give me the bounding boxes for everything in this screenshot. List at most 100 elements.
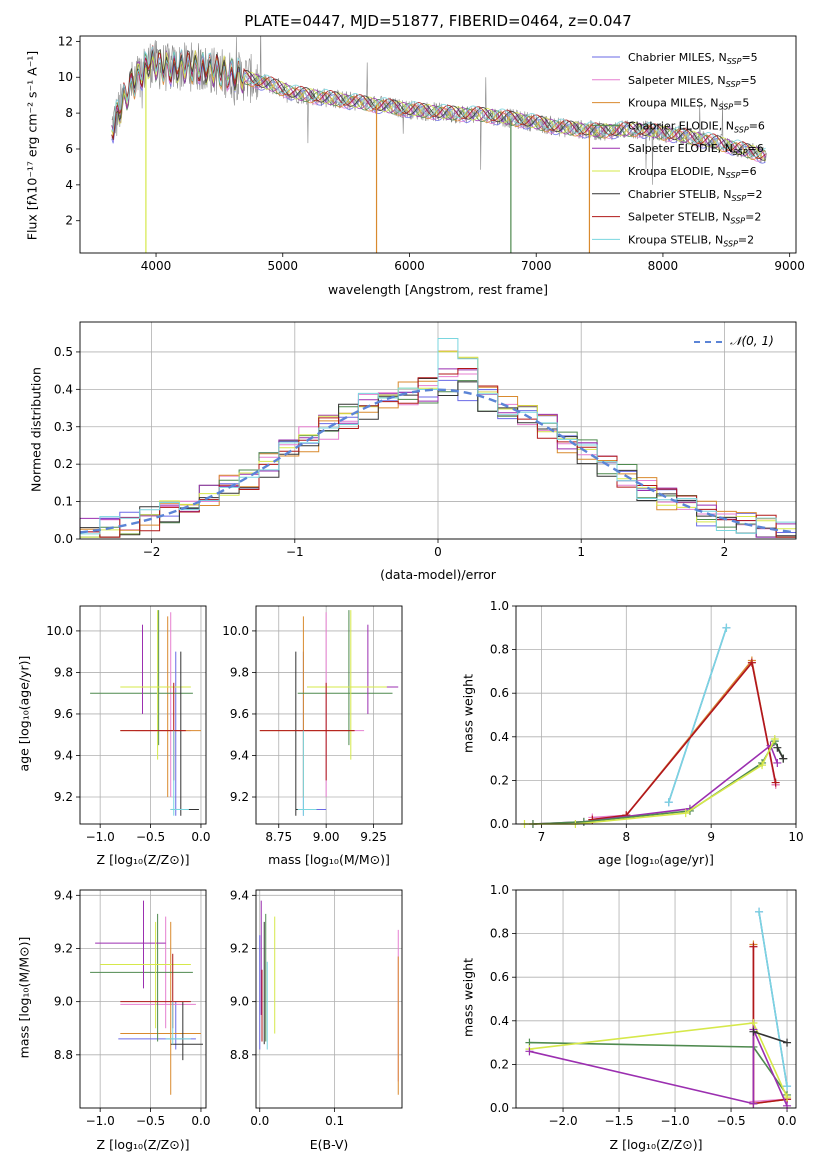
age_vs_mass-y-tick-label: 9.2 <box>230 790 249 804</box>
residuals-y-tick-label: 0.5 <box>54 345 73 359</box>
weight_vs_z-frame <box>515 889 797 1109</box>
mass_vs_ebv-y-tick-label: 9.4 <box>230 888 249 902</box>
weight-point-marker <box>771 778 780 787</box>
age-mass-xlabel: mass [log₁₀(M/M⊙)] <box>268 852 390 867</box>
residuals-x-tick-label: −2 <box>143 545 161 559</box>
spectrum-x-tick-label: 7000 <box>521 259 552 273</box>
weight_vs_z-x-tick-label: −1.0 <box>660 1114 689 1128</box>
weight-point-marker <box>749 942 758 951</box>
weight_vs_z-panel: −2.0 −1.5 −1.0 −0.5 0.0 0.0 0.2 0.4 0.6 0.8 1.0 <box>490 883 797 1128</box>
spectrum-x-tick-label: 6000 <box>394 259 425 273</box>
legend-nssp: =2 <box>746 188 762 201</box>
legend-nssp: =2 <box>745 211 761 224</box>
weight_vs_age-x-tick-label: 8 <box>622 830 630 844</box>
weight-point-marker <box>758 761 767 770</box>
weight_vs_age-x-tick-label: 7 <box>538 830 546 844</box>
weight-point-marker <box>783 1082 792 1091</box>
weight-point-marker <box>681 809 690 818</box>
residuals-y-tick-label: 0.1 <box>54 495 73 509</box>
weight_vs_z-y-tick-label: 0.6 <box>490 970 509 984</box>
weight-series-line <box>532 744 779 825</box>
legend-nssp: =5 <box>741 51 757 64</box>
age_vs_z-x-tick-label: 0.0 <box>191 830 210 844</box>
age_vs_z-y-tick-label: 9.4 <box>54 748 73 762</box>
spectrum-y-tick-label: 6 <box>65 142 73 156</box>
residuals-frame <box>79 321 797 540</box>
legend-label: Chabrier STELIB, NSSP=2 <box>628 188 762 203</box>
weight-series-line <box>753 1030 788 1044</box>
residuals-panel: −2 −1 0 1 2 0.0 0.1 0.2 0.3 0.4 0.5 <box>54 321 797 559</box>
mass_vs_z-panel: −1.0 −0.5 0.0 8.8 9.0 9.2 9.4 <box>54 888 211 1128</box>
spectrum-x-tick-label: 9000 <box>774 259 805 273</box>
weight-series-line <box>529 1029 788 1107</box>
normal-distribution-curve <box>79 388 797 534</box>
legend-subscript: SSP <box>732 194 747 203</box>
weight-point-marker <box>783 1093 792 1102</box>
legend-nssp: =6 <box>748 142 764 155</box>
residuals-y-tick-label: 0.4 <box>54 382 73 396</box>
weight-point-marker <box>664 798 673 807</box>
legend-subscript: SSP <box>733 148 748 157</box>
legend-nssp: =2 <box>738 233 754 246</box>
legend-subscript: SSP <box>727 57 742 66</box>
weight_vs_age-y-tick-label: 0.0 <box>490 817 509 831</box>
residuals-x-tick-label: 0 <box>434 545 442 559</box>
weight_vs_age-y-tick-label: 0.8 <box>490 643 509 657</box>
weight_vs_z-x-tick-label: 0.0 <box>777 1114 796 1128</box>
weight_vs_age-frame <box>515 605 797 825</box>
mass-ebv-xlabel: E(B-V) <box>309 1137 349 1152</box>
mass_vs_ebv-x-tick-label: 0.1 <box>325 1114 344 1128</box>
weight_vs_z-y-tick-label: 0.2 <box>490 1057 509 1071</box>
mass_vs_z-x-tick-label: 0.0 <box>191 1114 210 1128</box>
legend-label: Salpeter STELIB, NSSP=2 <box>628 211 761 226</box>
legend-subscript: SSP <box>726 80 741 89</box>
mass_vs_z-y-tick-label: 9.0 <box>54 995 73 1009</box>
weight-point-marker <box>747 658 756 667</box>
weight-z-xlabel: Z [log₁₀(Z/Z⊙)] <box>609 1137 703 1152</box>
age_vs_z-y-tick-label: 9.8 <box>54 665 73 679</box>
legend-subscript: SSP <box>726 171 741 180</box>
mass_vs_z-y-tick-label: 9.4 <box>54 888 73 902</box>
weight_vs_age-panel: 7 8 9 10 0.0 0.2 0.4 0.6 0.8 1.0 <box>490 599 804 844</box>
legend-label: Kroupa STELIB, NSSP=2 <box>628 233 754 248</box>
weight-age-xlabel: age [log₁₀(age/yr)] <box>598 852 714 867</box>
weight-point-marker <box>779 754 788 763</box>
age_vs_z-x-tick-label: −1.0 <box>86 830 115 844</box>
mass-z-xlabel: Z [log₁₀(Z/Z⊙)] <box>96 1137 190 1152</box>
model-spectrum-line <box>111 46 766 158</box>
legend-subscript: SSP <box>718 103 733 112</box>
weight-series-line <box>758 911 788 1087</box>
legend-nssp: =6 <box>740 165 756 178</box>
age_vs_z-y-tick-label: 10.0 <box>46 624 73 638</box>
weight_vs_z-x-tick-label: −2.0 <box>548 1114 577 1128</box>
weight-series-line <box>752 944 788 1105</box>
weight-series-line <box>776 747 785 759</box>
mass_vs_ebv-panel: 0.0 0.1 8.8 9.0 9.2 9.4 <box>230 888 403 1128</box>
weight_vs_age-x-tick-label: 10 <box>788 830 803 844</box>
weight_vs_z-y-tick-label: 0.4 <box>490 1014 509 1028</box>
residuals-y-tick-label: 0.0 <box>54 532 73 546</box>
residuals-x-tick-label: 1 <box>577 545 585 559</box>
legend-subscript: SSP <box>723 239 738 248</box>
weight-point-marker <box>579 817 588 826</box>
weight-series-line <box>592 660 777 821</box>
spectrum-y-tick-label: 2 <box>65 214 73 228</box>
age_vs_z-frame <box>79 605 207 825</box>
weight_vs_age-y-tick-label: 0.6 <box>490 686 509 700</box>
weight-series-line <box>592 658 777 821</box>
weight-series-line <box>532 739 785 825</box>
weight-point-marker <box>773 743 782 752</box>
age_vs_z-panel: −1.0 −0.5 0.0 9.2 9.4 9.6 9.8 10.0 <box>46 605 211 844</box>
residual-histogram <box>79 338 797 539</box>
model-spectrum-line <box>111 49 766 161</box>
spectrum-y-tick-label: 8 <box>65 106 73 120</box>
mass_vs_z-x-tick-label: −0.5 <box>136 1114 165 1128</box>
age_vs_z-y-tick-label: 9.6 <box>54 707 73 721</box>
mass_vs_ebv-frame <box>255 889 403 1109</box>
weight-series-line <box>529 1041 788 1096</box>
age_vs_z-y-tick-label: 9.2 <box>54 790 73 804</box>
weight_vs_age-y-tick-label: 1.0 <box>490 599 509 613</box>
residuals-y-tick-label: 0.3 <box>54 420 73 434</box>
legend-nssp: =6 <box>749 119 765 132</box>
